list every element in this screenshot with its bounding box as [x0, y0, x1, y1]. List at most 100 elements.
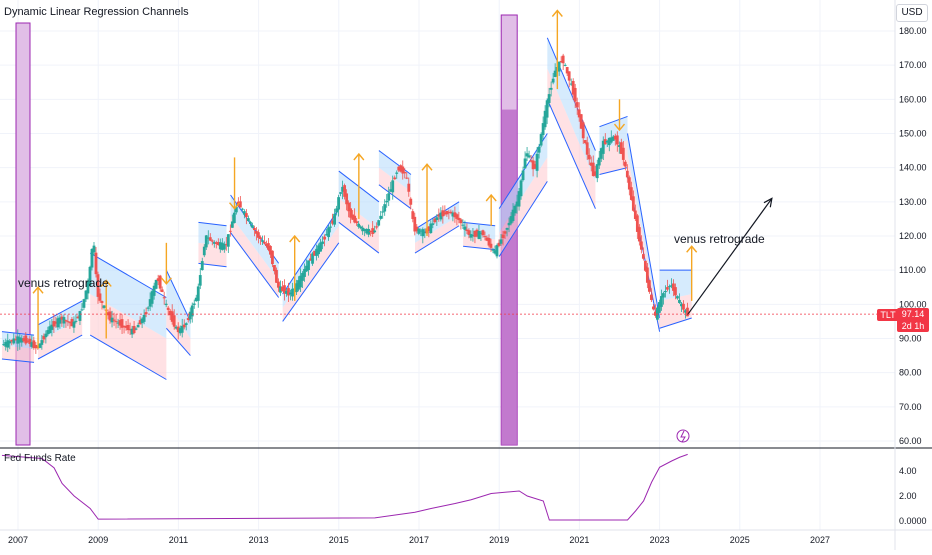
candle-body: [397, 166, 401, 171]
candle: [315, 244, 318, 261]
candle: [672, 279, 675, 297]
candle: [273, 265, 276, 275]
candle: [182, 319, 186, 330]
candle-body: [621, 147, 625, 160]
candle: [453, 206, 457, 223]
candle-body: [643, 260, 647, 271]
candle: [447, 209, 451, 220]
candle: [50, 318, 54, 337]
candle: [623, 159, 627, 171]
candle: [220, 238, 224, 251]
candle-body: [118, 320, 122, 326]
candle-body: [553, 70, 557, 78]
candle-body: [76, 316, 80, 319]
candle-body: [321, 241, 324, 244]
candle-body: [208, 237, 212, 241]
candle: [230, 214, 234, 228]
orange-arrow: [32, 286, 44, 349]
candle: [347, 200, 351, 218]
candle: [277, 278, 280, 292]
candle-body: [136, 324, 140, 328]
arrow-head: [100, 279, 112, 287]
orange-arrow: [613, 99, 626, 132]
candle: [327, 224, 330, 241]
candle-body: [365, 228, 369, 234]
candle-body: [563, 64, 567, 66]
candle-body: [493, 250, 497, 254]
grid: [0, 0, 895, 530]
candle-body: [283, 285, 286, 294]
currency-button[interactable]: USD: [896, 4, 928, 22]
candle-body: [485, 237, 489, 241]
candle-body: [445, 210, 449, 215]
candle: [289, 289, 292, 301]
candle: [124, 320, 128, 331]
candle-body: [599, 148, 603, 159]
candle-body: [210, 240, 214, 242]
candle: [637, 224, 641, 246]
candle-body: [635, 215, 639, 232]
candle: [535, 146, 539, 178]
candle: [385, 194, 389, 208]
candle: [371, 221, 375, 238]
candle-body: [357, 223, 361, 227]
candle: [267, 237, 270, 252]
channel-lower-fill: [547, 68, 596, 209]
lightning-circle: [676, 429, 690, 443]
candle-body: [469, 234, 473, 238]
venus-bar-2007: [15, 22, 31, 446]
candle: [531, 156, 535, 177]
candle: [666, 279, 669, 292]
candle-body: [92, 245, 96, 253]
candle-body: [583, 140, 587, 144]
candle: [629, 181, 633, 201]
candle: [559, 56, 563, 64]
candle: [222, 241, 226, 253]
candle: [18, 334, 22, 350]
candle-body: [96, 274, 100, 297]
candle-body: [413, 216, 417, 232]
candle: [513, 204, 517, 216]
candle-body: [595, 164, 599, 179]
candle: [682, 300, 685, 314]
candle: [218, 238, 222, 253]
candle: [188, 307, 192, 324]
candle-body: [341, 186, 345, 192]
candle-body: [301, 272, 304, 281]
candle: [206, 230, 210, 245]
candle-body: [202, 246, 206, 256]
candle-body: [672, 283, 675, 291]
candle: [12, 333, 16, 345]
candle-body: [311, 253, 314, 264]
candle-body: [289, 292, 292, 295]
candle: [361, 225, 365, 235]
candle: [339, 192, 343, 197]
channel-lower-line: [37, 334, 83, 360]
candle: [158, 274, 162, 292]
candle: [210, 239, 214, 246]
channel-upper-line: [463, 221, 496, 227]
candle: [475, 228, 479, 238]
candle: [68, 321, 72, 329]
candle: [224, 236, 228, 251]
candle: [261, 235, 264, 245]
candle: [38, 343, 42, 349]
candle-body: [126, 324, 130, 330]
candle-body: [98, 293, 102, 301]
candle: [48, 320, 52, 334]
candle: [32, 336, 36, 350]
channel-lower-fill: [1, 345, 35, 363]
candle: [670, 278, 673, 289]
candle-body: [58, 317, 62, 324]
candle-body: [605, 140, 609, 143]
candle: [78, 310, 82, 325]
candle: [613, 133, 617, 146]
price-tick-label: 70.00: [899, 402, 922, 412]
candle: [481, 229, 485, 238]
candle-body: [232, 212, 236, 224]
candle-body: [184, 323, 188, 325]
candle: [102, 304, 106, 310]
candle: [589, 156, 593, 172]
